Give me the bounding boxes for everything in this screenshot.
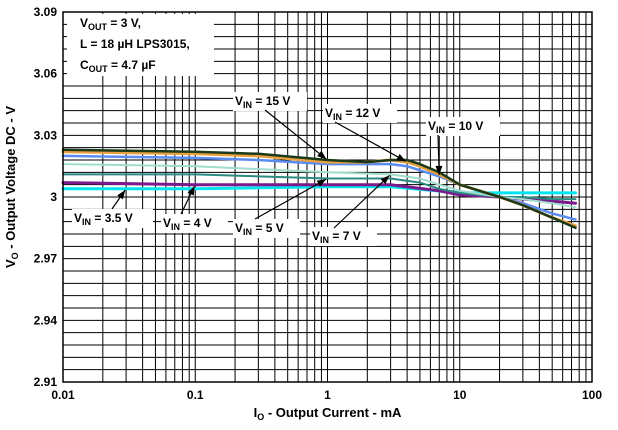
y-tick-label: 2.94 <box>34 313 58 327</box>
annotation-arrow <box>333 174 390 229</box>
annotation-label: VIN = 12 V <box>325 106 380 122</box>
y-tick-label: 2.91 <box>34 375 58 389</box>
annotation-label: VIN = 4 V <box>163 216 212 232</box>
annotation-background <box>426 117 500 136</box>
annotation-arrow <box>264 109 327 160</box>
y-tick-label: 2.97 <box>34 252 58 266</box>
annotation-arrowhead <box>317 150 327 160</box>
x-tick-label: 10 <box>453 388 467 402</box>
conditions-background <box>67 14 214 76</box>
series-line <box>61 148 577 230</box>
annotation-label: VIN = 10 V <box>428 119 483 135</box>
annotation-background <box>233 219 300 238</box>
annotation-label: VIN = 7 V <box>312 229 361 245</box>
annotation-arrow <box>254 178 327 220</box>
y-tick-label: 3.09 <box>34 5 58 19</box>
annotation-arrowhead <box>396 153 406 162</box>
x-axis-title: IO - Output Current - mA <box>254 405 402 422</box>
annotation-background <box>161 214 228 233</box>
annotation-arrowhead <box>380 175 390 185</box>
annotation-arrowhead <box>316 179 327 187</box>
annotation-arrowhead <box>117 190 126 200</box>
x-tick-label: 0.1 <box>187 388 204 402</box>
y-tick-label: 3.03 <box>34 128 58 142</box>
plot-frame <box>62 11 593 383</box>
annotation-label: VIN = 3.5 V <box>74 211 133 227</box>
series-line <box>62 173 577 201</box>
y-tick-label: 3.06 <box>34 67 58 81</box>
annotation-arrowhead <box>435 165 443 175</box>
annotation-background <box>323 104 397 123</box>
x-tick-labels: 0.01 0.1 1 10 100 <box>51 388 602 402</box>
annotation-arrow <box>334 121 407 162</box>
y-tick-labels: 2.91 2.94 2.97 3 3.03 3.06 3.09 <box>34 5 58 389</box>
annotation-label: VIN = 15 V <box>235 94 290 110</box>
conditions-box: VOUT = 3 V, L = 18 µH LPS3015, COUT = 4.7 … <box>67 14 214 76</box>
series-layer <box>61 148 577 230</box>
condition-line: COUT = 4.7 µF <box>80 58 156 74</box>
x-tick-label: 0.01 <box>51 388 75 402</box>
x-tick-label: 100 <box>582 388 602 402</box>
y-tick-label: 3 <box>50 190 57 204</box>
annotation-background <box>233 92 307 111</box>
condition-line: VOUT = 3 V, <box>80 16 141 32</box>
annotation-arrowhead <box>187 186 195 196</box>
annotation-background <box>72 209 153 228</box>
series-line <box>61 185 577 195</box>
x-tick-label: 1 <box>324 388 331 402</box>
annotation-background <box>310 227 377 246</box>
annotation-label: VIN = 5 V <box>235 221 284 237</box>
y-axis-title: VO - Output Voltage DC - V <box>3 106 20 268</box>
annotations: VIN = 15 V VIN = 12 V VIN = 10 V VIN = 7 V V… <box>72 92 500 246</box>
condition-line: L = 18 µH LPS3015, <box>80 37 190 51</box>
series-line <box>61 154 577 221</box>
series-line <box>62 163 577 209</box>
